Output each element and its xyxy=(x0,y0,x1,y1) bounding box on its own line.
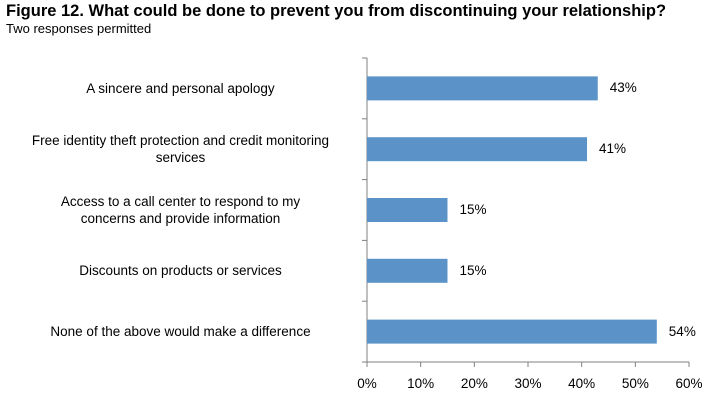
x-tick-label: 60% xyxy=(675,376,703,391)
category-label-line: services xyxy=(155,150,206,166)
category-label: Free identity theft protection and credi… xyxy=(8,132,353,166)
category-label: None of the above would make a differenc… xyxy=(8,323,353,340)
bar xyxy=(367,137,588,162)
x-tick-label: 20% xyxy=(460,376,488,391)
category-label-line: concerns and provide information xyxy=(80,211,281,226)
x-tick-label: 10% xyxy=(407,376,435,391)
x-tick-label: 0% xyxy=(357,376,377,391)
data-label: 41% xyxy=(599,141,627,157)
category-label: A sincere and personal apology xyxy=(8,80,353,97)
category-label-line: A sincere and personal apology xyxy=(86,80,275,96)
x-tick-label: 50% xyxy=(621,376,649,391)
data-label: 15% xyxy=(459,202,487,217)
bar xyxy=(367,76,598,101)
category-label: Discounts on products or services xyxy=(8,262,353,279)
category-label-line: Free identity theft protection and credi… xyxy=(31,133,330,149)
category-label-line: Access to a call center to respond to my xyxy=(60,194,301,209)
data-label: 15% xyxy=(459,262,487,278)
bar xyxy=(367,198,448,222)
bar xyxy=(367,258,448,283)
category-label-line: None of the above would make a differenc… xyxy=(50,324,311,340)
data-label: 43% xyxy=(609,80,637,96)
bar xyxy=(367,319,657,344)
x-tick-label: 30% xyxy=(514,376,542,391)
category-label-line: Discounts on products or services xyxy=(79,263,282,279)
x-tick-label: 40% xyxy=(568,376,596,391)
chart-title: Figure 12. What could be done to prevent… xyxy=(6,2,667,20)
chart-subtitle: Two responses permitted xyxy=(6,21,152,36)
category-label: Access to a call center to respond to my… xyxy=(8,193,353,227)
data-label: 54% xyxy=(668,323,696,339)
